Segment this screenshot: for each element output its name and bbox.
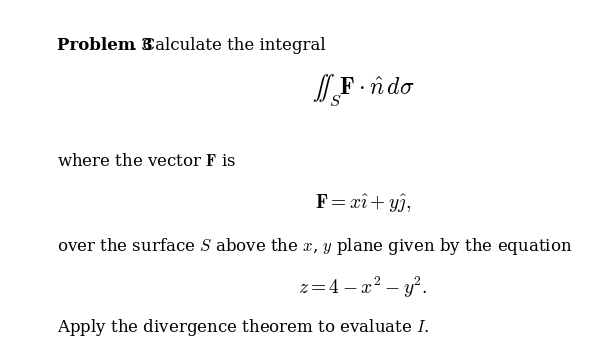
Text: $z = 4 - x^2 - y^2.$: $z = 4 - x^2 - y^2.$ — [298, 275, 428, 300]
Text: Problem 3: Problem 3 — [57, 37, 153, 54]
Text: $\mathbf{F} = x\hat{\imath} + y\hat{\jmath},$: $\mathbf{F} = x\hat{\imath} + y\hat{\jma… — [315, 193, 411, 215]
Text: where the vector $\mathbf{F}$ is: where the vector $\mathbf{F}$ is — [57, 153, 237, 170]
Text: over the surface $S$ above the $x$, $y$ plane given by the equation: over the surface $S$ above the $x$, $y$ … — [57, 236, 573, 257]
Text: Apply the divergence theorem to evaluate $I$.: Apply the divergence theorem to evaluate… — [57, 317, 430, 338]
Text: $\iint_S \mathbf{F} \cdot \hat{n}\, d\sigma$: $\iint_S \mathbf{F} \cdot \hat{n}\, d\si… — [312, 73, 414, 108]
Text: . Calculate the integral: . Calculate the integral — [132, 37, 325, 54]
